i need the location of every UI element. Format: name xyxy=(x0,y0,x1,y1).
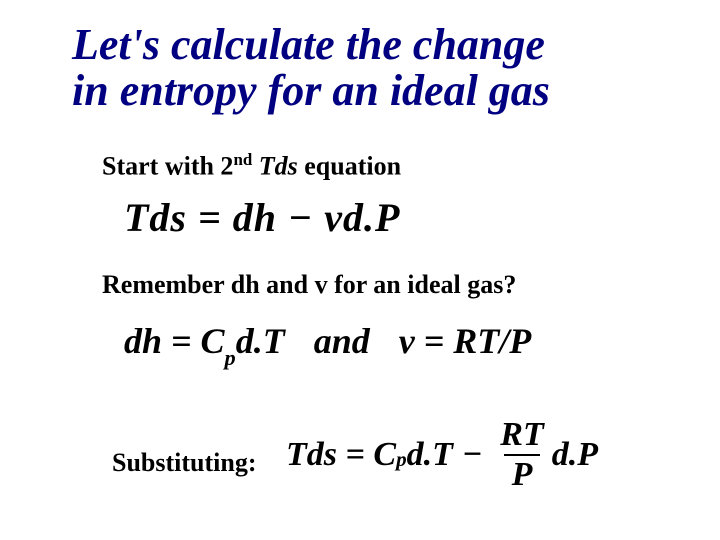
text2-content: Remember dh and v for an ideal gas? xyxy=(102,270,516,299)
equation-2: dh = Cpd.T and v = RT/P xyxy=(124,320,531,367)
eq2-and: and xyxy=(314,321,370,361)
eq3-minus: − xyxy=(463,436,482,474)
eq2-b: d.T xyxy=(236,321,285,361)
text3-content: Substituting: xyxy=(112,448,257,477)
eq3-a: Tds = C xyxy=(286,436,396,474)
eq3-fraction: RT P xyxy=(496,418,547,492)
equation-1: Tds = dh − vd.P xyxy=(124,194,400,241)
equation-3: Tds = Cpd.T − RT P d.P xyxy=(286,418,598,492)
eq3-b: d.T xyxy=(407,436,453,474)
eq3-denominator: P xyxy=(504,454,541,492)
eq2-c: v = RT/P xyxy=(399,321,532,361)
eq3-sub1: p xyxy=(396,447,407,472)
title-line-1: Let's calculate the change xyxy=(72,20,545,69)
eq2-sub1: p xyxy=(225,345,236,370)
text-line-2: Remember dh and v for an ideal gas? xyxy=(102,270,516,300)
text1-b: Tds xyxy=(252,152,304,181)
title-line-2: in entropy for an ideal gas xyxy=(72,66,550,115)
eq3-c: d.P xyxy=(552,436,598,474)
text1-a: Start with 2 xyxy=(102,152,233,181)
slide-title: Let's calculate the change in entropy fo… xyxy=(72,22,672,114)
text1-c: equation xyxy=(304,152,401,181)
eq2-a: dh = C xyxy=(124,321,225,361)
eq1-text: Tds = dh − vd.P xyxy=(124,195,400,240)
eq3-numerator: RT xyxy=(496,418,547,454)
text-line-3: Substituting: xyxy=(112,448,257,478)
text1-sup: nd xyxy=(233,150,252,169)
text-line-1: Start with 2nd Tds equation xyxy=(102,150,401,182)
